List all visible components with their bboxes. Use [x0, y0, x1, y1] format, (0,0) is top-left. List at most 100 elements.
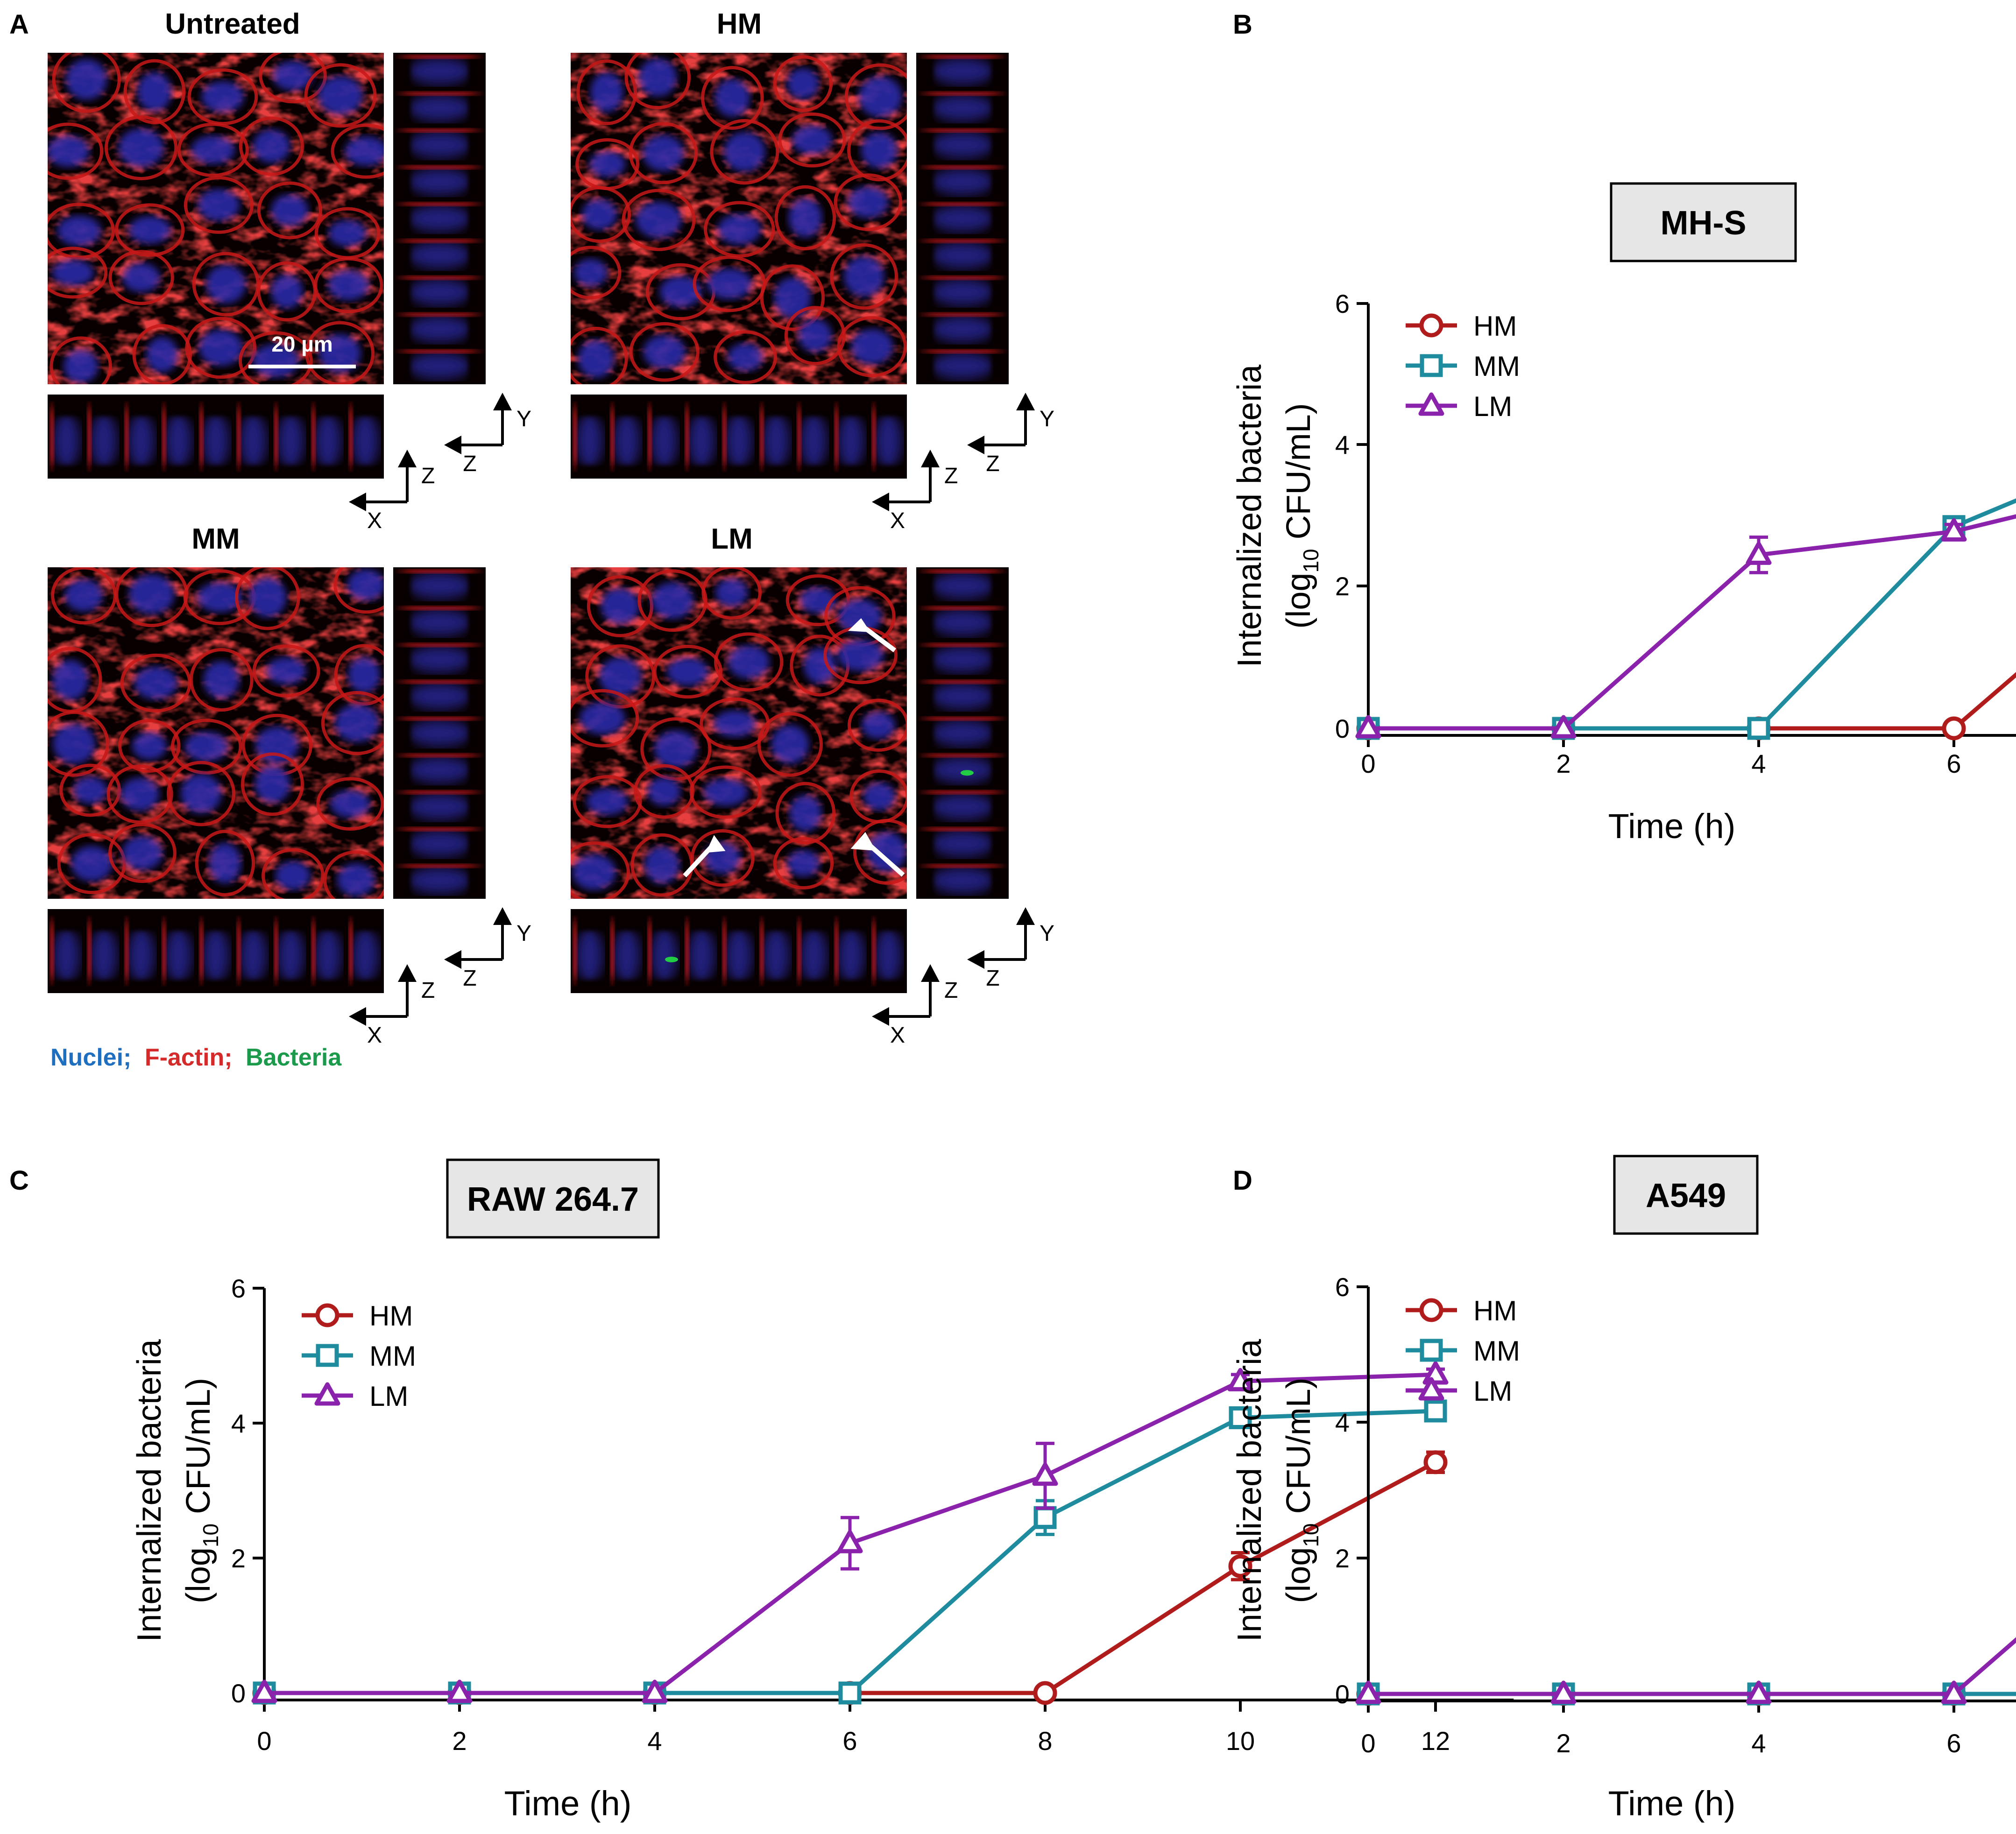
nucleus: [201, 81, 244, 113]
axis-glyph-label: Y: [1040, 921, 1054, 946]
section-actin: [348, 922, 353, 980]
nucleus: [63, 349, 99, 383]
chart-axes: 0 2 4 6 0 2 4 6 8 10 12: [231, 1274, 1514, 1756]
section-nucleus: [614, 930, 640, 980]
nucleus: [128, 574, 175, 614]
actin-ring: [785, 574, 850, 627]
axis-glyph-label: Y: [516, 921, 531, 946]
actin-ring: [177, 122, 249, 177]
micrograph-xy: [571, 567, 907, 899]
section-actin: [311, 922, 316, 980]
nucleus: [52, 259, 94, 286]
nucleus: [714, 78, 750, 117]
data-point: [316, 1344, 339, 1367]
x-tick-label: 2: [1556, 749, 1570, 778]
section-nucleus: [933, 720, 992, 746]
section-actin: [236, 922, 241, 980]
nucleus: [64, 579, 103, 612]
section-nucleus: [933, 95, 992, 121]
nucleus: [599, 657, 642, 696]
axis-glyph-arrowhead-left: [349, 1007, 366, 1026]
data-point: [1747, 717, 1770, 740]
nucleus: [120, 777, 160, 811]
actin-ring: [235, 567, 300, 630]
chart-panel-d: DA5490246024681012Time (h)Internalized b…: [1231, 1155, 2016, 1823]
data-point: [1032, 1462, 1058, 1486]
section-actin: [402, 864, 477, 868]
axis-glyph-label: Z: [421, 978, 435, 1003]
actin-ring: [760, 264, 825, 331]
section-actin: [925, 312, 1000, 317]
section-nucleus: [933, 683, 992, 709]
axis-glyph-label: Z: [986, 966, 999, 991]
actin-ring: [321, 691, 384, 755]
section-actin: [402, 312, 477, 317]
section-xz: [48, 909, 384, 993]
section-nucleus: [933, 609, 992, 635]
y-tick-label: 0: [231, 1679, 246, 1708]
bacteria-signal: [665, 957, 678, 962]
actin-ring: [690, 829, 755, 887]
axis-glyph-label: Z: [944, 464, 958, 488]
y-axis-label-units-prefix: (log: [1280, 1547, 1317, 1603]
nucleus: [266, 657, 307, 685]
section-nucleus: [933, 242, 992, 268]
section-nucleus: [410, 683, 469, 709]
chart-title-box: [1610, 182, 1797, 262]
actin-ring: [571, 246, 622, 300]
section-nucleus: [688, 930, 714, 980]
nucleus: [589, 151, 626, 177]
micrograph-title: Untreated: [165, 8, 300, 40]
x-tick-label: 6: [1946, 1728, 1961, 1758]
actin-ring: [167, 761, 236, 826]
section-actin: [610, 407, 615, 466]
nucleus: [134, 666, 178, 700]
section-nucleus: [688, 416, 714, 466]
nucleus: [843, 256, 884, 297]
legend-label: LM: [1473, 1376, 1512, 1407]
nucleus: [590, 72, 623, 113]
section-nucleus: [933, 572, 992, 599]
section-actin: [925, 864, 1000, 868]
axis-glyph-label: Z: [421, 464, 435, 488]
data-point: [1942, 716, 1966, 741]
x-tick-label: 0: [257, 1726, 271, 1756]
axis-glyph-label: X: [367, 1023, 382, 1048]
section-actin: [236, 407, 241, 466]
nucleus: [715, 578, 748, 607]
actin-ring: [571, 186, 631, 243]
section-nucleus: [410, 831, 469, 857]
section-yz-content: [402, 569, 477, 894]
section-actin: [573, 407, 577, 466]
stain-legend: Nuclei; F-actin; Bacteria: [50, 1044, 342, 1071]
actin-ring: [50, 336, 112, 384]
section-actin: [685, 407, 689, 466]
y-axis-label-units: (log10 CFU/mL): [1280, 1377, 1323, 1603]
data-point: [1355, 715, 1381, 739]
actin-ring: [624, 53, 691, 110]
actin-ring: [185, 317, 257, 379]
section-nucleus: [614, 416, 640, 466]
section-actin: [402, 790, 477, 795]
section-actin: [348, 407, 353, 466]
section-actin: [759, 922, 764, 980]
nucleus: [574, 258, 608, 287]
chart-title: RAW 264.7: [467, 1181, 639, 1218]
section-nucleus: [315, 930, 341, 980]
legend-label: LM: [369, 1381, 408, 1412]
nucleus: [837, 639, 884, 671]
section-actin: [402, 753, 477, 758]
nucleus: [52, 659, 89, 700]
nucleus: [248, 577, 287, 618]
axis-glyph-arrowhead-up: [1016, 907, 1035, 925]
section-nucleus: [800, 416, 827, 466]
nucleus: [180, 774, 222, 814]
actin-ring: [844, 63, 907, 130]
actin-ring: [262, 848, 325, 899]
data-point: [1423, 1450, 1448, 1474]
section-nucleus: [933, 831, 992, 857]
arrow-indicator-head: [706, 835, 726, 853]
